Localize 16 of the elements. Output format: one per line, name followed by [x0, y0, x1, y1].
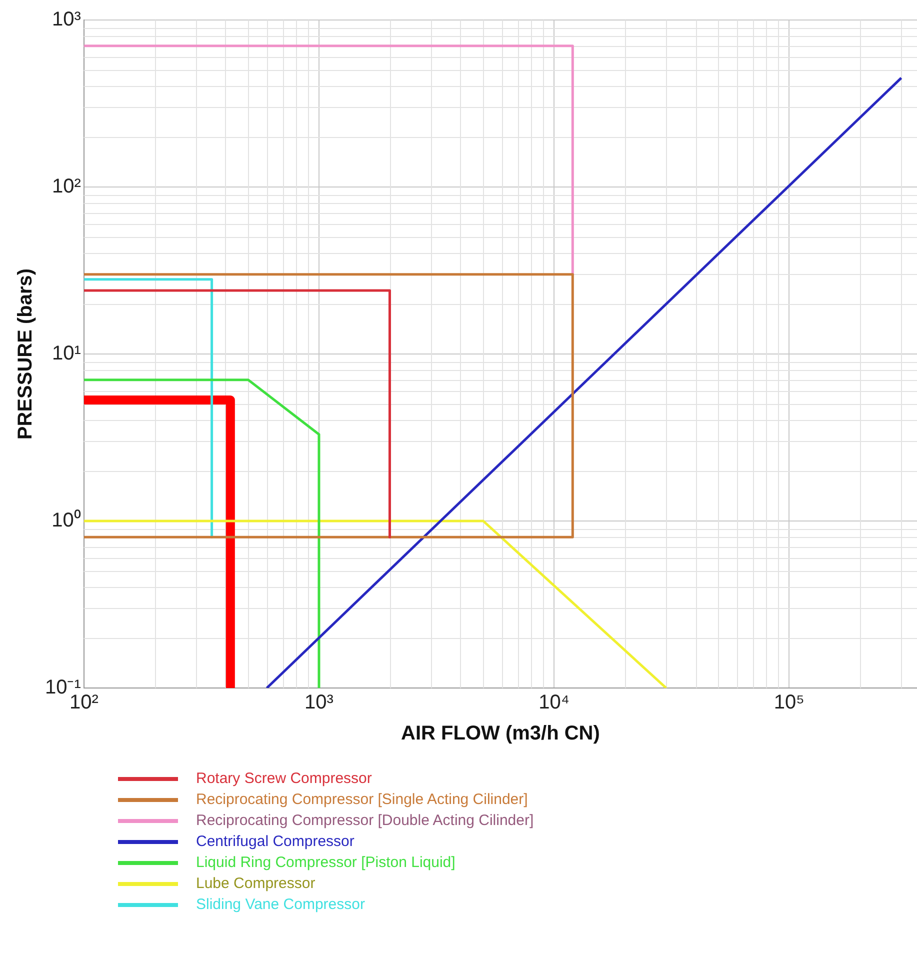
- x-tick-label: 10⁵: [774, 692, 804, 714]
- y-tick-label: 10⁰: [52, 508, 81, 532]
- legend-label: Centrifugal Compressor: [196, 832, 354, 852]
- y-tick-label: 10³: [52, 8, 82, 31]
- legend-label: Reciprocating Compressor [Double Acting Cilinder]: [196, 811, 534, 831]
- legend-label: Lube Compressor: [196, 874, 316, 894]
- y-tick-label: 10²: [52, 176, 82, 198]
- x-tick-label: 10⁴: [538, 692, 570, 714]
- y-tick-label: 10¹: [52, 342, 82, 365]
- legend-label: Sliding Vane Compressor: [196, 895, 365, 915]
- x-axis-title: AIR FLOW (m3/h CN): [401, 722, 600, 745]
- legend-label: Rotary Screw Compressor: [196, 769, 372, 789]
- legend-label: Reciprocating Compressor [Single Acting Cilinder]: [196, 790, 528, 810]
- legend-label: Liquid Ring Compressor [Piston Liquid]: [196, 853, 456, 873]
- y-axis-title: PRESSURE (bars): [14, 268, 37, 440]
- x-tick-label: 10³: [304, 692, 334, 714]
